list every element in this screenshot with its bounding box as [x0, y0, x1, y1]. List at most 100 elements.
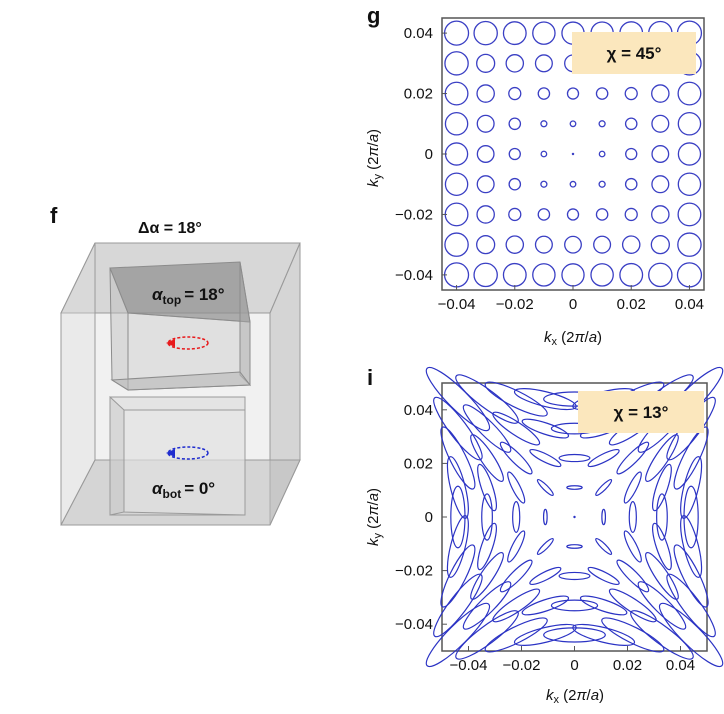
polarization-ellipse — [532, 21, 556, 45]
polarization-ellipse — [558, 453, 591, 463]
polarization-ellipse — [508, 117, 522, 131]
alpha-bot-label: αbot = 0° — [152, 479, 215, 501]
panel-f-label: f — [50, 203, 58, 228]
polarization-ellipse — [462, 581, 512, 630]
x-tick-label: 0 — [569, 296, 577, 313]
polarization-ellipse — [590, 263, 614, 287]
polarization-ellipse — [543, 627, 606, 643]
polarization-ellipse — [651, 205, 670, 224]
polarization-ellipse — [573, 515, 576, 519]
polarization-ellipse — [677, 111, 702, 136]
polarization-ellipse — [566, 87, 580, 100]
y-tick-label: −0.04 — [395, 267, 433, 284]
polarization-ellipse — [529, 566, 562, 586]
top-circulation-loop — [166, 336, 209, 350]
polarization-ellipse — [616, 441, 650, 475]
x-tick-label: 0.04 — [666, 657, 695, 674]
y-tick-label: −0.02 — [395, 206, 433, 223]
polarization-ellipse — [446, 515, 469, 578]
polarization-ellipse — [529, 448, 562, 468]
polarization-ellipse — [473, 262, 498, 288]
panel-i-annotation-box — [578, 391, 704, 433]
polarization-ellipse — [595, 87, 609, 100]
polarization-ellipse — [507, 471, 526, 504]
polarization-ellipse — [508, 207, 522, 222]
y-tick-label: −0.02 — [395, 563, 433, 580]
polarization-ellipse — [462, 404, 512, 453]
polarization-ellipse — [673, 426, 709, 490]
polarization-ellipse — [536, 479, 554, 497]
polarization-ellipse — [440, 544, 476, 608]
polarization-ellipse — [566, 485, 583, 490]
polarization-ellipse — [595, 537, 613, 555]
y-tick-label: 0.04 — [404, 402, 433, 419]
x-tick-label: 0 — [570, 657, 578, 674]
polarization-ellipse — [521, 595, 570, 616]
panel-g-chi-label: χ = 45° — [607, 44, 662, 63]
polarization-ellipse — [595, 479, 613, 497]
polarization-ellipse — [571, 152, 575, 156]
polarization-ellipse — [677, 232, 702, 257]
polarization-ellipse — [566, 544, 583, 549]
polarization-ellipse — [666, 573, 716, 638]
polarization-ellipse — [513, 623, 577, 646]
polarization-ellipse — [628, 501, 637, 533]
polarization-ellipse — [484, 381, 548, 417]
polarization-ellipse — [601, 508, 607, 526]
polarization-ellipse — [651, 175, 670, 194]
polarization-ellipse — [507, 530, 526, 563]
polarization-ellipse — [540, 150, 548, 158]
polarization-ellipse — [521, 418, 570, 439]
polarization-ellipse — [564, 235, 582, 254]
polarization-ellipse — [476, 175, 495, 194]
polarization-ellipse — [673, 544, 709, 608]
y-tick-label: 0.02 — [404, 86, 433, 103]
polarization-ellipse — [598, 150, 606, 158]
polarization-ellipse — [534, 54, 553, 73]
y-tick-label: −0.04 — [395, 616, 433, 633]
polarization-ellipse — [508, 147, 521, 161]
polarization-ellipse — [444, 232, 469, 257]
polarization-ellipse — [476, 84, 495, 103]
panel-i-chi-label: χ = 13° — [614, 403, 669, 422]
polarization-ellipse — [492, 411, 541, 446]
polarization-ellipse — [444, 111, 469, 136]
polarization-ellipse — [677, 81, 702, 106]
polarization-ellipse — [476, 114, 495, 133]
y-tick-label: 0 — [425, 146, 433, 163]
polarization-ellipse — [656, 493, 668, 541]
polarization-ellipse — [481, 493, 493, 541]
polarization-ellipse — [477, 522, 498, 571]
y-tick-label: 0.02 — [404, 455, 433, 472]
polarization-ellipse — [621, 235, 641, 254]
polarization-ellipse — [623, 530, 642, 563]
polarization-ellipse — [499, 441, 533, 475]
polarization-ellipse — [587, 566, 620, 586]
polarization-ellipse — [499, 559, 533, 593]
panel-i-y-axis-label: ky (2π/a) — [365, 488, 384, 546]
panel-g-y-axis-label: ky (2π/a) — [365, 129, 384, 187]
y-tick-label: 0 — [425, 509, 433, 526]
polarization-ellipse — [651, 145, 670, 163]
y-tick-label: 0.04 — [404, 25, 433, 42]
polarization-ellipse — [651, 463, 672, 512]
polarization-ellipse — [446, 456, 469, 519]
polarization-ellipse — [444, 172, 469, 197]
polarization-ellipse — [492, 588, 541, 623]
polarization-ellipse — [476, 235, 496, 255]
polarization-ellipse — [650, 235, 670, 255]
polarization-ellipse — [677, 172, 702, 197]
polarization-ellipse — [601, 617, 665, 653]
polarization-ellipse — [477, 463, 498, 512]
polarization-ellipse — [624, 177, 638, 191]
x-tick-label: −0.02 — [503, 657, 541, 674]
polarization-ellipse — [569, 180, 577, 188]
alpha-top-label: αtop = 18° — [152, 285, 225, 307]
polarization-ellipse — [536, 537, 554, 555]
polarization-ellipse — [651, 84, 670, 103]
polarization-ellipse — [550, 599, 599, 612]
polarization-ellipse — [648, 262, 673, 288]
polarization-ellipse — [624, 86, 638, 101]
panel-i-x-axis-label: kx (2π/a) — [546, 687, 604, 706]
